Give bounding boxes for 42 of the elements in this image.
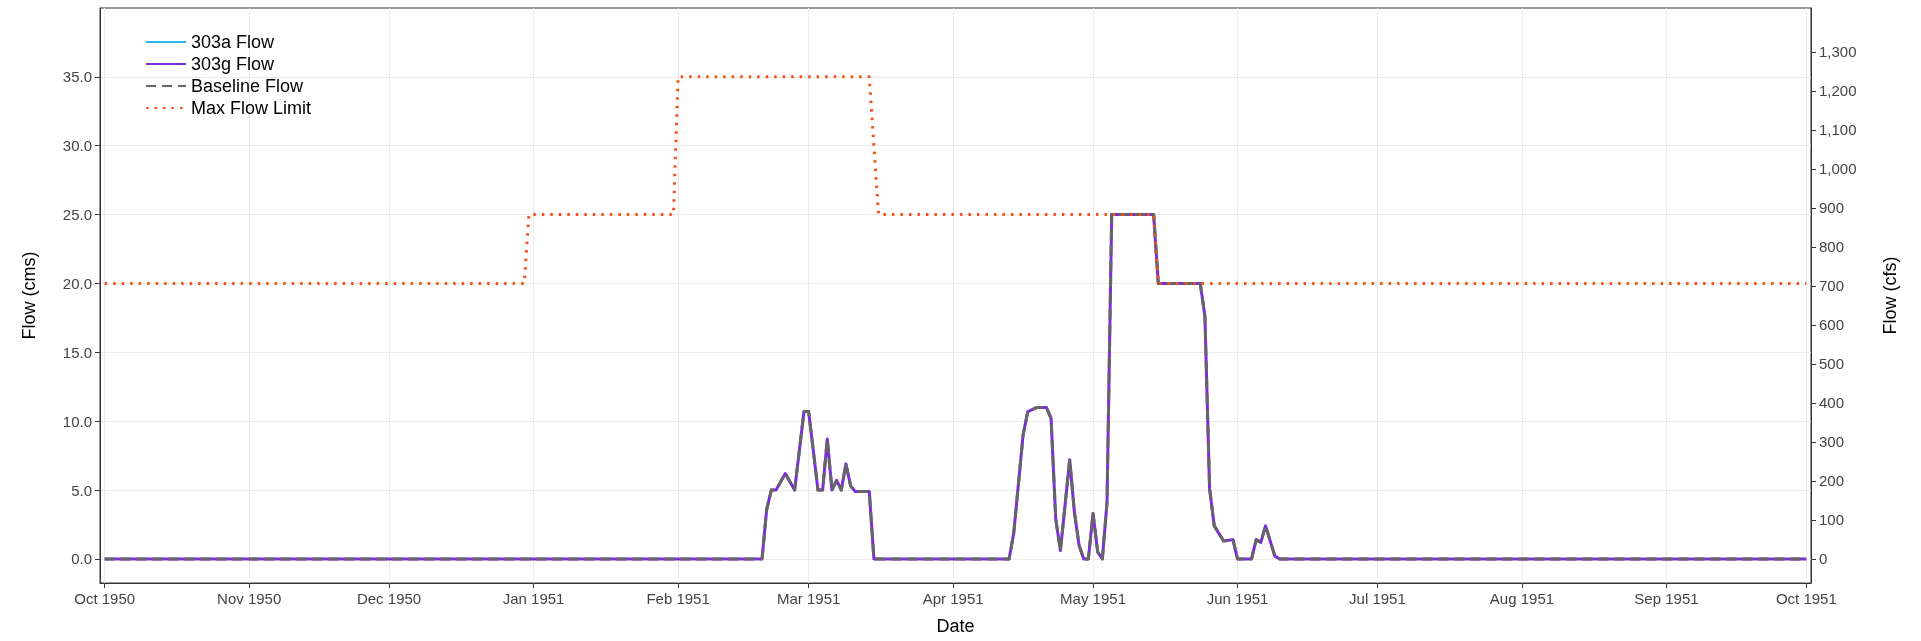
- y2-tick-label: 0: [1819, 550, 1828, 568]
- y2-tick-label: 1,200: [1819, 82, 1857, 100]
- x-tick-label: May 1951: [1060, 590, 1126, 607]
- x-axis-title: Date: [936, 616, 975, 636]
- legend-label: 303a Flow: [191, 32, 276, 52]
- y2-tick-label: 1,300: [1819, 43, 1857, 61]
- y-axis-title: Flow (cms): [19, 251, 39, 340]
- y2-axis-title: Flow (cfs): [1880, 256, 1900, 335]
- x-tick-label: Jun 1951: [1206, 590, 1269, 607]
- legend-label: 303g Flow: [191, 54, 276, 74]
- y-tick-label: 10.0: [62, 412, 92, 430]
- y2-tick-label: 700: [1819, 277, 1845, 295]
- x-tick-label: Jan 1951: [502, 590, 565, 607]
- y2-tick-label: 800: [1819, 238, 1845, 256]
- legend-label: Baseline Flow: [191, 76, 305, 96]
- x-tick-label: Aug 1951: [1489, 590, 1555, 607]
- y2-tick-label: 200: [1819, 472, 1845, 490]
- y-tick-label: 5.0: [71, 481, 92, 499]
- x-tick-label: Sep 1951: [1634, 590, 1699, 607]
- y2-tick-label: 100: [1819, 511, 1845, 529]
- y-tick-label: 15.0: [62, 343, 92, 361]
- y-tick-label: 25.0: [62, 206, 92, 224]
- x-tick-label: Feb 1951: [646, 590, 710, 607]
- x-tick-label: Oct 1950: [74, 590, 136, 607]
- x-tick-label: Apr 1951: [922, 590, 984, 607]
- x-tick-label: Dec 1950: [356, 590, 422, 607]
- y2-tick-label: 600: [1819, 316, 1845, 334]
- x-tick-label: Oct 1951: [1775, 590, 1837, 607]
- legend-label: Max Flow Limit: [191, 98, 312, 118]
- x-tick-label: Nov 1950: [217, 590, 282, 607]
- y-tick-label: 35.0: [62, 68, 92, 86]
- y-tick-label: 30.0: [62, 137, 92, 155]
- x-tick-label: Mar 1951: [776, 590, 841, 607]
- y-tick-label: 0.0: [71, 550, 92, 568]
- y2-tick-label: 1,100: [1819, 121, 1857, 139]
- y2-tick-label: 500: [1819, 355, 1845, 373]
- y-tick-label: 20.0: [62, 274, 92, 292]
- y2-tick-label: 900: [1819, 199, 1845, 217]
- x-tick-label: Jul 1951: [1349, 590, 1406, 607]
- y2-tick-label: 400: [1819, 394, 1845, 412]
- y2-tick-label: 300: [1819, 433, 1845, 451]
- y2-tick-label: 1,000: [1819, 160, 1857, 178]
